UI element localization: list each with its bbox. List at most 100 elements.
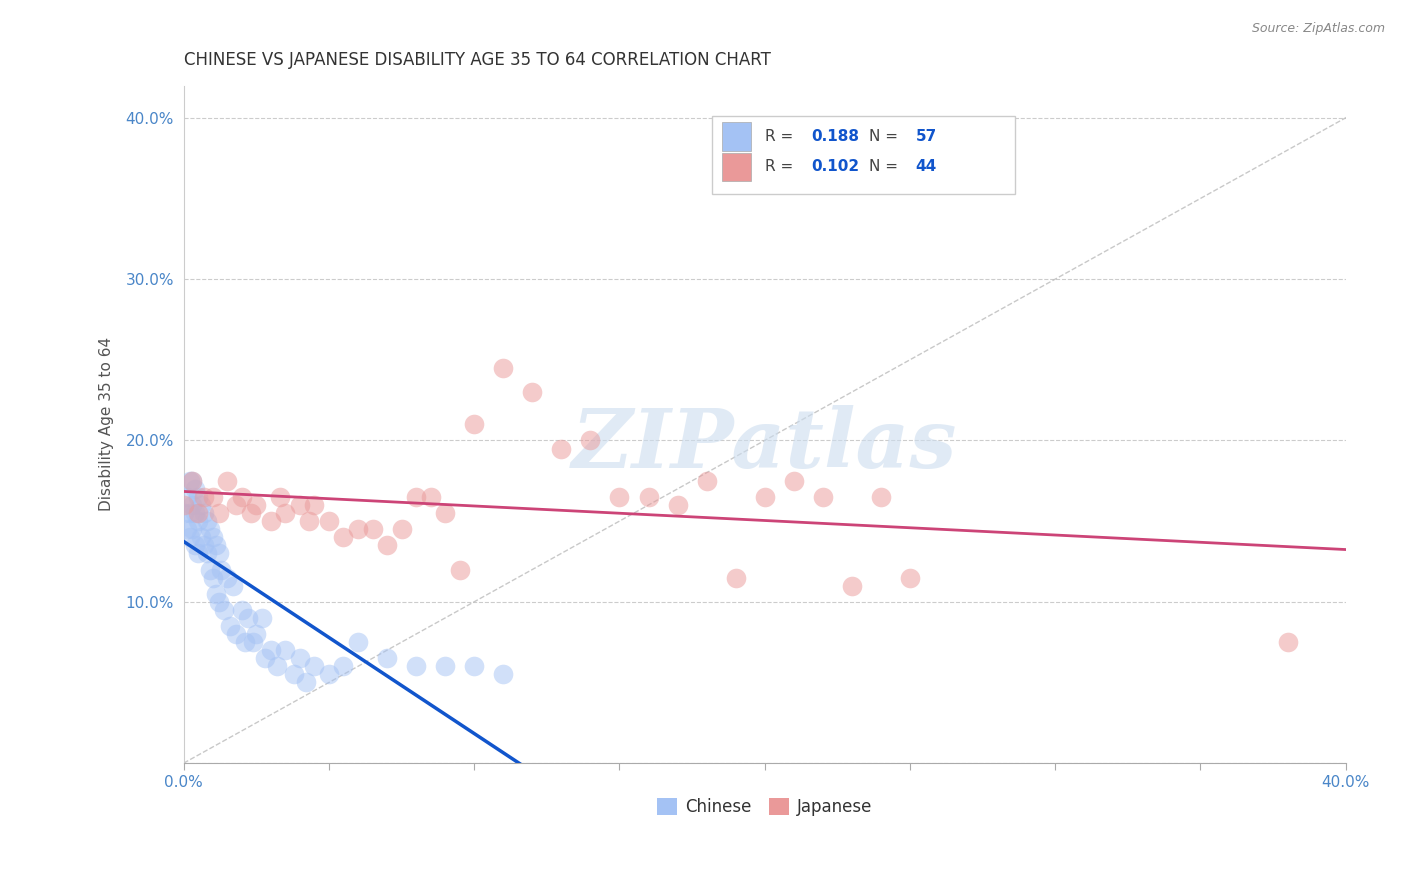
Text: 57: 57 [915, 128, 936, 144]
Point [181, 474, 204, 488]
Text: N =: N = [869, 160, 903, 174]
Point [754, 490, 776, 504]
Point [347, 635, 370, 649]
Point [187, 506, 209, 520]
Text: CHINESE VS JAPANESE DISABILITY AGE 35 TO 64 CORRELATION CHART: CHINESE VS JAPANESE DISABILITY AGE 35 TO… [184, 51, 770, 69]
Point [1277, 635, 1299, 649]
Point [187, 546, 209, 560]
Point [231, 490, 253, 504]
Point [294, 675, 316, 690]
Point [724, 571, 747, 585]
Point [195, 546, 218, 560]
Text: R =: R = [765, 128, 797, 144]
Text: ZIPatlas: ZIPatlas [572, 405, 957, 484]
Point [222, 579, 245, 593]
Point [225, 627, 247, 641]
Point [269, 490, 291, 504]
Point [181, 474, 204, 488]
Point [204, 538, 226, 552]
Point [217, 571, 239, 585]
Point [187, 514, 209, 528]
Point [666, 498, 689, 512]
Bar [721, 122, 751, 151]
Point [434, 659, 457, 673]
Point [375, 651, 398, 665]
Point [332, 530, 354, 544]
Point [193, 490, 215, 504]
Point [173, 506, 195, 520]
Point [419, 490, 441, 504]
Text: R =: R = [765, 160, 797, 174]
Point [283, 667, 305, 681]
Point [193, 538, 215, 552]
Point [898, 571, 921, 585]
Point [318, 667, 340, 681]
Point [176, 522, 198, 536]
Point [347, 522, 370, 536]
Point [245, 498, 267, 512]
Point [297, 514, 319, 528]
Point [266, 659, 288, 673]
Point [198, 562, 221, 576]
Point [184, 538, 207, 552]
Text: 0.102: 0.102 [811, 160, 859, 174]
Point [184, 482, 207, 496]
Point [190, 530, 212, 544]
Point [288, 651, 311, 665]
Point [391, 522, 413, 536]
Point [405, 490, 427, 504]
Point [318, 514, 340, 528]
Point [492, 667, 515, 681]
Point [375, 538, 398, 552]
Point [233, 635, 256, 649]
Point [841, 579, 863, 593]
Point [198, 522, 221, 536]
Text: Source: ZipAtlas.com: Source: ZipAtlas.com [1251, 22, 1385, 36]
Point [405, 659, 427, 673]
Point [195, 514, 218, 528]
Point [211, 562, 233, 576]
Point [181, 522, 204, 536]
Point [609, 490, 631, 504]
Point [173, 498, 195, 512]
Point [201, 530, 224, 544]
Point [361, 522, 384, 536]
Point [250, 611, 273, 625]
Point [193, 506, 215, 520]
Point [187, 490, 209, 504]
Bar [721, 153, 751, 181]
Point [463, 659, 485, 673]
Point [811, 490, 834, 504]
FancyBboxPatch shape [713, 116, 1015, 194]
Point [288, 498, 311, 512]
Point [236, 611, 259, 625]
Point [190, 498, 212, 512]
Point [579, 434, 602, 448]
Point [783, 474, 806, 488]
Point [239, 506, 262, 520]
Point [274, 506, 297, 520]
Text: N =: N = [869, 128, 903, 144]
Point [207, 506, 229, 520]
Point [201, 490, 224, 504]
Point [184, 506, 207, 520]
Text: 44: 44 [915, 160, 936, 174]
Text: 0.188: 0.188 [811, 128, 859, 144]
Point [179, 506, 201, 520]
Point [637, 490, 659, 504]
Point [304, 659, 326, 673]
Point [225, 498, 247, 512]
Point [696, 474, 718, 488]
Point [492, 360, 515, 375]
Point [463, 417, 485, 432]
Point [245, 627, 267, 641]
Point [449, 562, 471, 576]
Point [304, 498, 326, 512]
Point [274, 643, 297, 657]
Point [260, 514, 283, 528]
Point [434, 506, 457, 520]
Y-axis label: Disability Age 35 to 64: Disability Age 35 to 64 [100, 337, 114, 511]
Point [207, 546, 229, 560]
Point [870, 490, 893, 504]
Point [332, 659, 354, 673]
